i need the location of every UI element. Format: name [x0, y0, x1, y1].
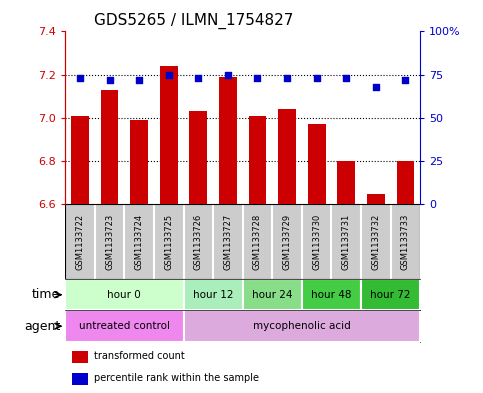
Bar — [72, 373, 88, 385]
Text: GSM1133728: GSM1133728 — [253, 213, 262, 270]
Bar — [189, 112, 207, 204]
Bar — [367, 193, 384, 204]
Bar — [249, 116, 267, 204]
Point — [313, 75, 321, 81]
Text: GSM1133731: GSM1133731 — [342, 213, 351, 270]
Text: GSM1133733: GSM1133733 — [401, 213, 410, 270]
Text: mycophenolic acid: mycophenolic acid — [253, 321, 351, 331]
Point — [342, 75, 350, 81]
Text: GSM1133724: GSM1133724 — [135, 214, 143, 270]
Bar — [160, 66, 178, 204]
Bar — [278, 109, 296, 204]
Text: transformed count: transformed count — [94, 351, 185, 361]
Text: GSM1133722: GSM1133722 — [75, 214, 85, 270]
Text: GSM1133726: GSM1133726 — [194, 213, 203, 270]
Text: GSM1133725: GSM1133725 — [164, 214, 173, 270]
Text: GSM1133730: GSM1133730 — [312, 213, 321, 270]
Point — [401, 77, 409, 83]
Point — [76, 75, 84, 81]
Text: hour 12: hour 12 — [193, 290, 233, 300]
Bar — [219, 77, 237, 204]
Bar — [361, 279, 420, 310]
Bar — [397, 161, 414, 204]
Bar — [71, 116, 89, 204]
Text: hour 24: hour 24 — [252, 290, 293, 300]
Bar — [302, 279, 361, 310]
Point — [135, 77, 143, 83]
Bar — [337, 161, 355, 204]
Point — [283, 75, 291, 81]
Point — [165, 72, 172, 78]
Bar — [72, 351, 88, 364]
Point — [254, 75, 261, 81]
Text: GSM1133729: GSM1133729 — [283, 214, 292, 270]
Bar — [65, 310, 184, 342]
Text: agent: agent — [24, 320, 60, 333]
Text: GSM1133732: GSM1133732 — [371, 213, 380, 270]
Text: GSM1133727: GSM1133727 — [224, 213, 232, 270]
Bar — [184, 310, 420, 342]
Text: hour 48: hour 48 — [311, 290, 352, 300]
Point — [106, 77, 114, 83]
Point — [372, 84, 380, 90]
Text: untreated control: untreated control — [79, 321, 170, 331]
Bar — [130, 120, 148, 204]
Text: percentile rank within the sample: percentile rank within the sample — [94, 373, 258, 383]
Text: time: time — [32, 288, 60, 301]
Point — [195, 75, 202, 81]
Bar — [242, 279, 302, 310]
Text: hour 72: hour 72 — [370, 290, 411, 300]
Text: GSM1133723: GSM1133723 — [105, 213, 114, 270]
Bar — [184, 279, 242, 310]
Text: GDS5265 / ILMN_1754827: GDS5265 / ILMN_1754827 — [94, 13, 293, 29]
Bar — [101, 90, 118, 204]
Bar — [308, 125, 326, 204]
Bar — [65, 279, 184, 310]
Text: hour 0: hour 0 — [108, 290, 141, 300]
Point — [224, 72, 232, 78]
